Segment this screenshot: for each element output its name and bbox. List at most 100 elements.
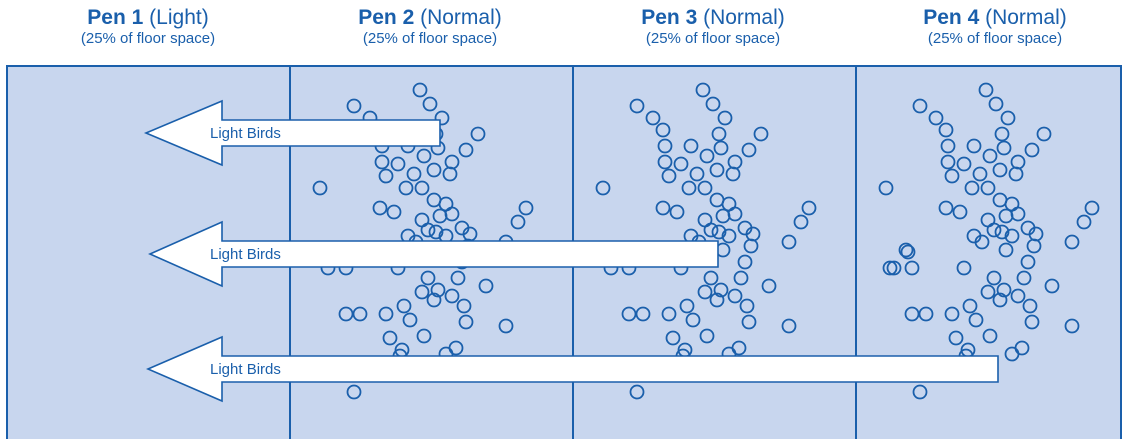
bird-circle xyxy=(679,298,695,314)
pen-2-type: (Normal) xyxy=(420,6,502,29)
bird-circle xyxy=(422,96,438,112)
bird-circle xyxy=(882,260,898,276)
bird-circle xyxy=(661,168,677,184)
bird-circle xyxy=(948,330,964,346)
bird-circle xyxy=(912,98,928,114)
pen-1-header: Pen 1 (Light) (25% of floor space) xyxy=(7,6,289,48)
bird-circle xyxy=(444,206,460,222)
bird-circle xyxy=(721,228,737,244)
bird-circle xyxy=(416,148,432,164)
pen-1-space: (25% of floor space) xyxy=(80,30,216,47)
bird-circle xyxy=(940,138,956,154)
bird-circle xyxy=(713,140,729,156)
bird-circle xyxy=(743,238,759,254)
bird-circle xyxy=(695,82,711,98)
bird-circle xyxy=(428,224,444,240)
bird-circle xyxy=(801,200,817,216)
bird-circle xyxy=(681,180,697,196)
pen-3-name: Pen 3 xyxy=(641,6,698,29)
bird-circle xyxy=(1024,314,1040,330)
bird-circle xyxy=(414,284,430,300)
bird-circle xyxy=(661,306,677,322)
bird-circle xyxy=(312,180,328,196)
bird-circle xyxy=(665,330,681,346)
bird-circle xyxy=(996,140,1012,156)
bird-circle xyxy=(938,200,954,216)
bird-circle xyxy=(1084,200,1100,216)
bird-circle xyxy=(962,298,978,314)
bird-circle xyxy=(346,384,362,400)
bird-circle xyxy=(741,142,757,158)
bird-circle xyxy=(1026,238,1042,254)
bird-circle xyxy=(900,244,916,260)
bird-circle xyxy=(458,142,474,158)
bird-circle xyxy=(912,384,928,400)
bird-circle xyxy=(398,180,414,196)
light-birds-arrow xyxy=(143,99,441,167)
bird-circle xyxy=(725,166,741,182)
bird-circle xyxy=(972,166,988,182)
bird-circle xyxy=(980,284,996,300)
bird-circle xyxy=(886,260,902,276)
bird-circle xyxy=(1016,270,1032,286)
bird-circle xyxy=(420,222,436,238)
bird-circle xyxy=(711,126,727,142)
bird-circle xyxy=(956,260,972,276)
bird-circle xyxy=(992,162,1008,178)
bird-circle xyxy=(430,282,446,298)
pen-3-space: (25% of floor space) xyxy=(645,30,781,47)
bird-circle xyxy=(741,314,757,330)
bird-circle xyxy=(378,168,394,184)
bird-circle xyxy=(904,260,920,276)
bird-circle xyxy=(635,306,651,322)
bird-circle xyxy=(944,168,960,184)
bird-circle xyxy=(918,306,934,322)
bird-circle xyxy=(697,284,713,300)
bird-circle xyxy=(904,306,920,322)
bird-circle xyxy=(968,312,984,328)
bird-circle xyxy=(753,126,769,142)
bird-circle xyxy=(1004,346,1020,362)
bird-circle xyxy=(352,306,368,322)
bird-circle xyxy=(940,154,956,170)
bird-circle xyxy=(952,204,968,220)
bird-circle xyxy=(1036,126,1052,142)
bird-circle xyxy=(898,242,914,258)
bird-circle xyxy=(998,242,1014,258)
bird-circle xyxy=(966,138,982,154)
bird-circle xyxy=(978,82,994,98)
bird-circle xyxy=(956,156,972,172)
bird-circle xyxy=(761,278,777,294)
bird-circle xyxy=(689,166,705,182)
bird-circle xyxy=(396,298,412,314)
bird-circle xyxy=(986,222,1002,238)
bird-circle xyxy=(478,278,494,294)
bird-circle xyxy=(1020,254,1036,270)
bird-circle xyxy=(420,270,436,286)
bird-circle xyxy=(416,328,432,344)
pen-1-name: Pen 1 xyxy=(87,6,144,29)
bird-circle xyxy=(374,154,390,170)
bird-circle xyxy=(717,110,733,126)
bird-circle xyxy=(980,180,996,196)
bird-circle xyxy=(338,306,354,322)
bird-circle xyxy=(697,180,713,196)
bird-circle xyxy=(434,110,450,126)
bird-circle xyxy=(386,204,402,220)
bird-circle xyxy=(974,234,990,250)
bird-circle xyxy=(709,292,725,308)
bird-circle xyxy=(655,122,671,138)
bird-circle xyxy=(456,298,472,314)
bird-circle xyxy=(458,314,474,330)
bird-circle xyxy=(683,138,699,154)
bird-circle xyxy=(994,126,1010,142)
bird-circle xyxy=(994,224,1010,240)
bird-circle xyxy=(1044,278,1060,294)
light-birds-label: Light Birds xyxy=(210,246,281,263)
bird-circle xyxy=(699,328,715,344)
pen-4-type: (Normal) xyxy=(985,6,1067,29)
bird-circle xyxy=(1024,142,1040,158)
bird-circle xyxy=(1004,228,1020,244)
bird-circle xyxy=(1010,206,1026,222)
